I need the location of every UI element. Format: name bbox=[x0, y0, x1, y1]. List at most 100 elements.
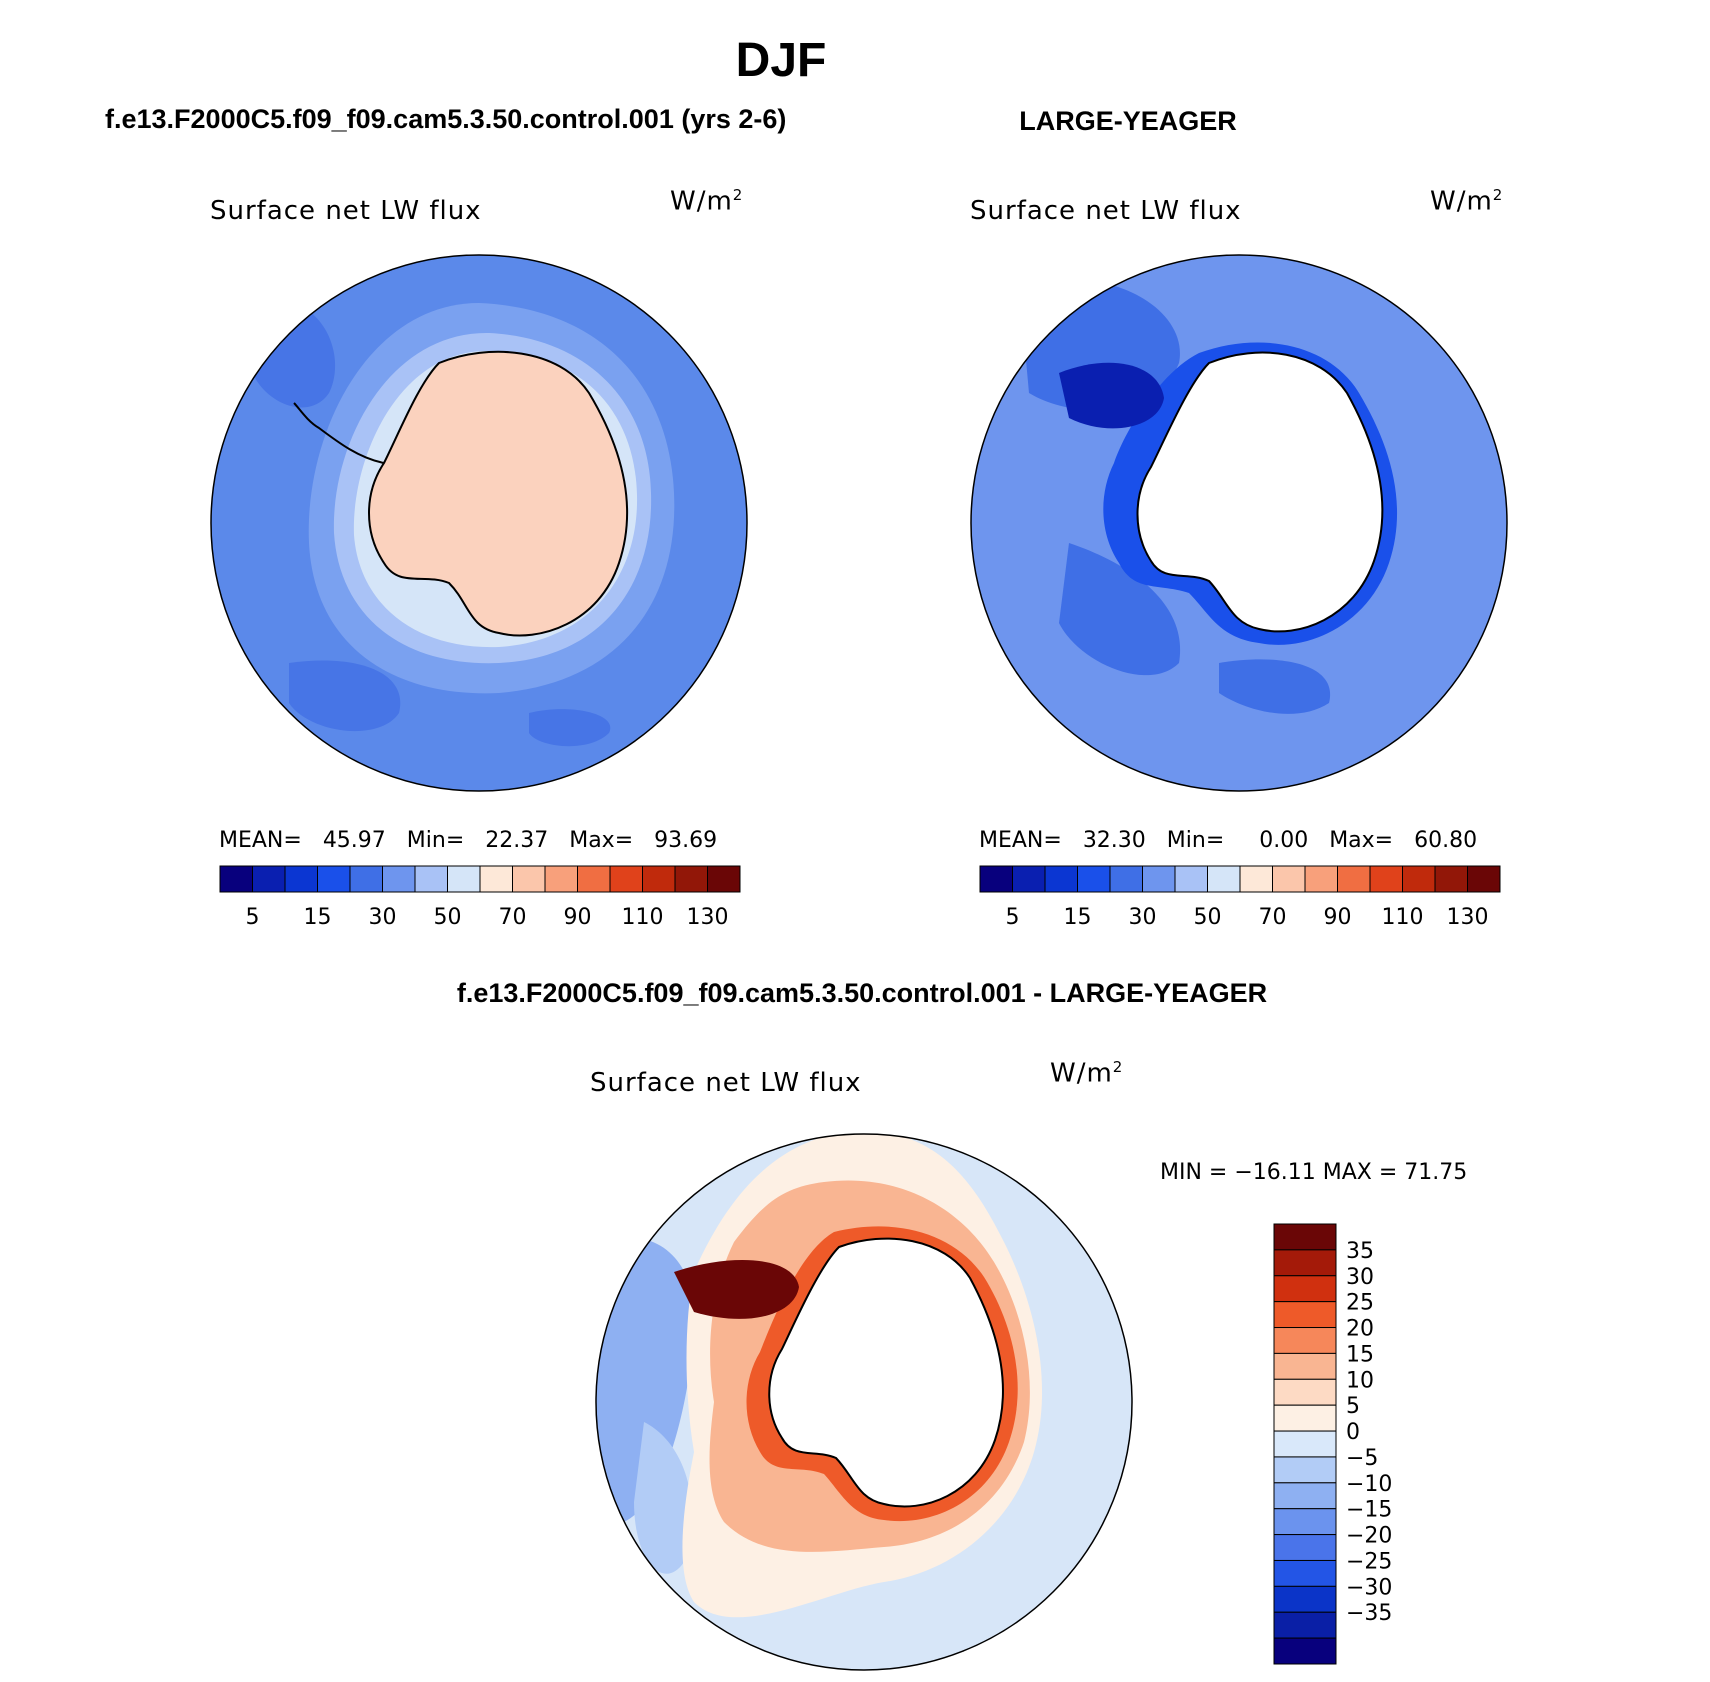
units-label-obs: W/m2 bbox=[1430, 186, 1503, 217]
colorbar-tick-label: 15 bbox=[1346, 1342, 1374, 1367]
colorbar-tick-label: 5 bbox=[1346, 1394, 1360, 1419]
colorbar-swatch bbox=[1273, 1327, 1337, 1354]
max-value: 93.69 bbox=[654, 828, 718, 853]
colorbar-tick-label: 70 bbox=[499, 905, 527, 930]
colorbar-swatch bbox=[609, 865, 643, 893]
colorbar-swatch bbox=[1273, 1456, 1337, 1484]
colorbar-swatch bbox=[1304, 865, 1338, 893]
colorbar-tick-label: −20 bbox=[1346, 1524, 1392, 1549]
colorbar-swatch bbox=[382, 865, 416, 893]
colorbar-tick-label: 110 bbox=[622, 905, 664, 930]
colorbar-model: 5 15 30 50 70 90 110 130 bbox=[219, 865, 741, 930]
stats-obs: MEAN= 32.30 Min= 0.00 Max= 60.80 bbox=[979, 828, 1477, 853]
darker-patch bbox=[1219, 659, 1331, 714]
colorbar-swatch bbox=[1273, 1611, 1337, 1639]
colorbar-swatch bbox=[1077, 865, 1111, 893]
min-value: 0.00 bbox=[1259, 828, 1309, 853]
land-field bbox=[369, 351, 628, 636]
colorbar-swatch bbox=[1273, 1249, 1337, 1277]
colorbar-swatch bbox=[707, 865, 741, 893]
colorbar-swatch bbox=[1273, 1482, 1337, 1510]
colorbar-swatch bbox=[1012, 865, 1046, 893]
colorbar-tick-label: 30 bbox=[1346, 1265, 1374, 1290]
season-title: DJF bbox=[735, 34, 827, 87]
colorbar-swatch bbox=[1207, 865, 1241, 893]
colorbar-tick-label: 25 bbox=[1346, 1291, 1374, 1316]
colorbar-swatch bbox=[1273, 1559, 1337, 1587]
min-label: Min= bbox=[406, 828, 465, 853]
colorbar-swatch bbox=[1273, 1508, 1337, 1536]
colorbar-swatch bbox=[577, 865, 611, 893]
colorbar-tick-label: 130 bbox=[1447, 905, 1489, 930]
polar-map-obs bbox=[970, 254, 1508, 792]
map-boundary bbox=[210, 254, 748, 792]
units-base: W/m bbox=[1430, 186, 1493, 217]
colorbar-tick-label: 30 bbox=[1129, 905, 1157, 930]
colorbar-swatch bbox=[1273, 1585, 1337, 1613]
colorbar-tick-label: −10 bbox=[1346, 1472, 1392, 1497]
colorbar-swatch bbox=[284, 865, 318, 893]
colorbar-swatch bbox=[1174, 865, 1208, 893]
units-base: W/m bbox=[670, 186, 733, 217]
colorbar-swatch bbox=[252, 865, 286, 893]
colorbar-swatch bbox=[1239, 865, 1273, 893]
colorbar-swatch bbox=[979, 865, 1013, 893]
colorbar-tick-label: 15 bbox=[1064, 905, 1092, 930]
panel-title-model: f.e13.F2000C5.f09_f09.cam5.3.50.control.… bbox=[105, 104, 787, 134]
colorbar-swatch bbox=[219, 865, 253, 893]
units-exponent: 2 bbox=[1492, 186, 1504, 204]
colorbar-tick-label: −5 bbox=[1346, 1446, 1378, 1471]
colorbar-swatch bbox=[1273, 1378, 1337, 1406]
variable-label-model: Surface net LW flux bbox=[210, 196, 482, 226]
stats-model: MEAN= 45.97 Min= 22.37 Max= 93.69 bbox=[219, 828, 717, 853]
units-label-model: W/m2 bbox=[670, 186, 743, 217]
variable-label-obs: Surface net LW flux bbox=[970, 196, 1242, 226]
mean-label: MEAN= bbox=[219, 828, 302, 853]
colorbar-tick-label: 50 bbox=[434, 905, 462, 930]
colorbar-tick-label: 20 bbox=[1346, 1317, 1374, 1342]
darker-patch bbox=[1059, 543, 1181, 676]
colorbar-swatch bbox=[1044, 865, 1078, 893]
colorbar-swatch bbox=[1273, 1352, 1337, 1380]
colorbar-swatch bbox=[447, 865, 481, 893]
colorbar-tick-label: −30 bbox=[1346, 1575, 1392, 1600]
variable-label-diff: Surface net LW flux bbox=[590, 1068, 862, 1098]
colorbar-tick-label: 90 bbox=[564, 905, 592, 930]
colorbar-swatch bbox=[414, 865, 448, 893]
colorbar-tick-label: 50 bbox=[1194, 905, 1222, 930]
colorbar-swatch bbox=[349, 865, 383, 893]
units-exponent: 2 bbox=[1112, 1058, 1124, 1076]
colorbar-swatch bbox=[1337, 865, 1371, 893]
colorbar-swatch bbox=[1273, 1430, 1337, 1458]
colorbar-tick-label: 70 bbox=[1259, 905, 1287, 930]
colorbar-swatch bbox=[1109, 865, 1143, 893]
colorbar-tick-label: 30 bbox=[369, 905, 397, 930]
colorbar-swatch bbox=[674, 865, 708, 893]
min-label: Min= bbox=[1166, 828, 1225, 853]
land-coastline bbox=[768, 1237, 1004, 1508]
max-label: Max= bbox=[1329, 828, 1394, 853]
colorbar-tick-label: 15 bbox=[304, 905, 332, 930]
colorbar-tick-label: 35 bbox=[1346, 1239, 1374, 1264]
min-value: 22.37 bbox=[485, 828, 549, 853]
colorbar-swatch bbox=[1273, 1637, 1337, 1665]
colorbar-tick-label: 10 bbox=[1346, 1368, 1374, 1393]
mean-label: MEAN= bbox=[979, 828, 1062, 853]
darker-patch bbox=[289, 660, 401, 732]
land-coastline bbox=[368, 350, 629, 637]
max-label: Max= bbox=[569, 828, 634, 853]
darkest-patch bbox=[1059, 362, 1164, 429]
colorbar-swatch bbox=[317, 865, 351, 893]
colorbar-swatch bbox=[1273, 1301, 1337, 1329]
colorbar-tick-label: 110 bbox=[1382, 905, 1424, 930]
colorbar-swatch bbox=[1142, 865, 1176, 893]
map-boundary bbox=[970, 254, 1508, 792]
colorbar-tick-label: −35 bbox=[1346, 1601, 1392, 1626]
colorbar-tick-label: 130 bbox=[687, 905, 729, 930]
colorbar-swatch bbox=[1273, 1534, 1337, 1561]
colorbar-swatch bbox=[544, 865, 578, 893]
negative-patch bbox=[634, 1422, 692, 1574]
max-positive-patch bbox=[674, 1260, 799, 1319]
colorbar-swatch bbox=[642, 865, 676, 893]
